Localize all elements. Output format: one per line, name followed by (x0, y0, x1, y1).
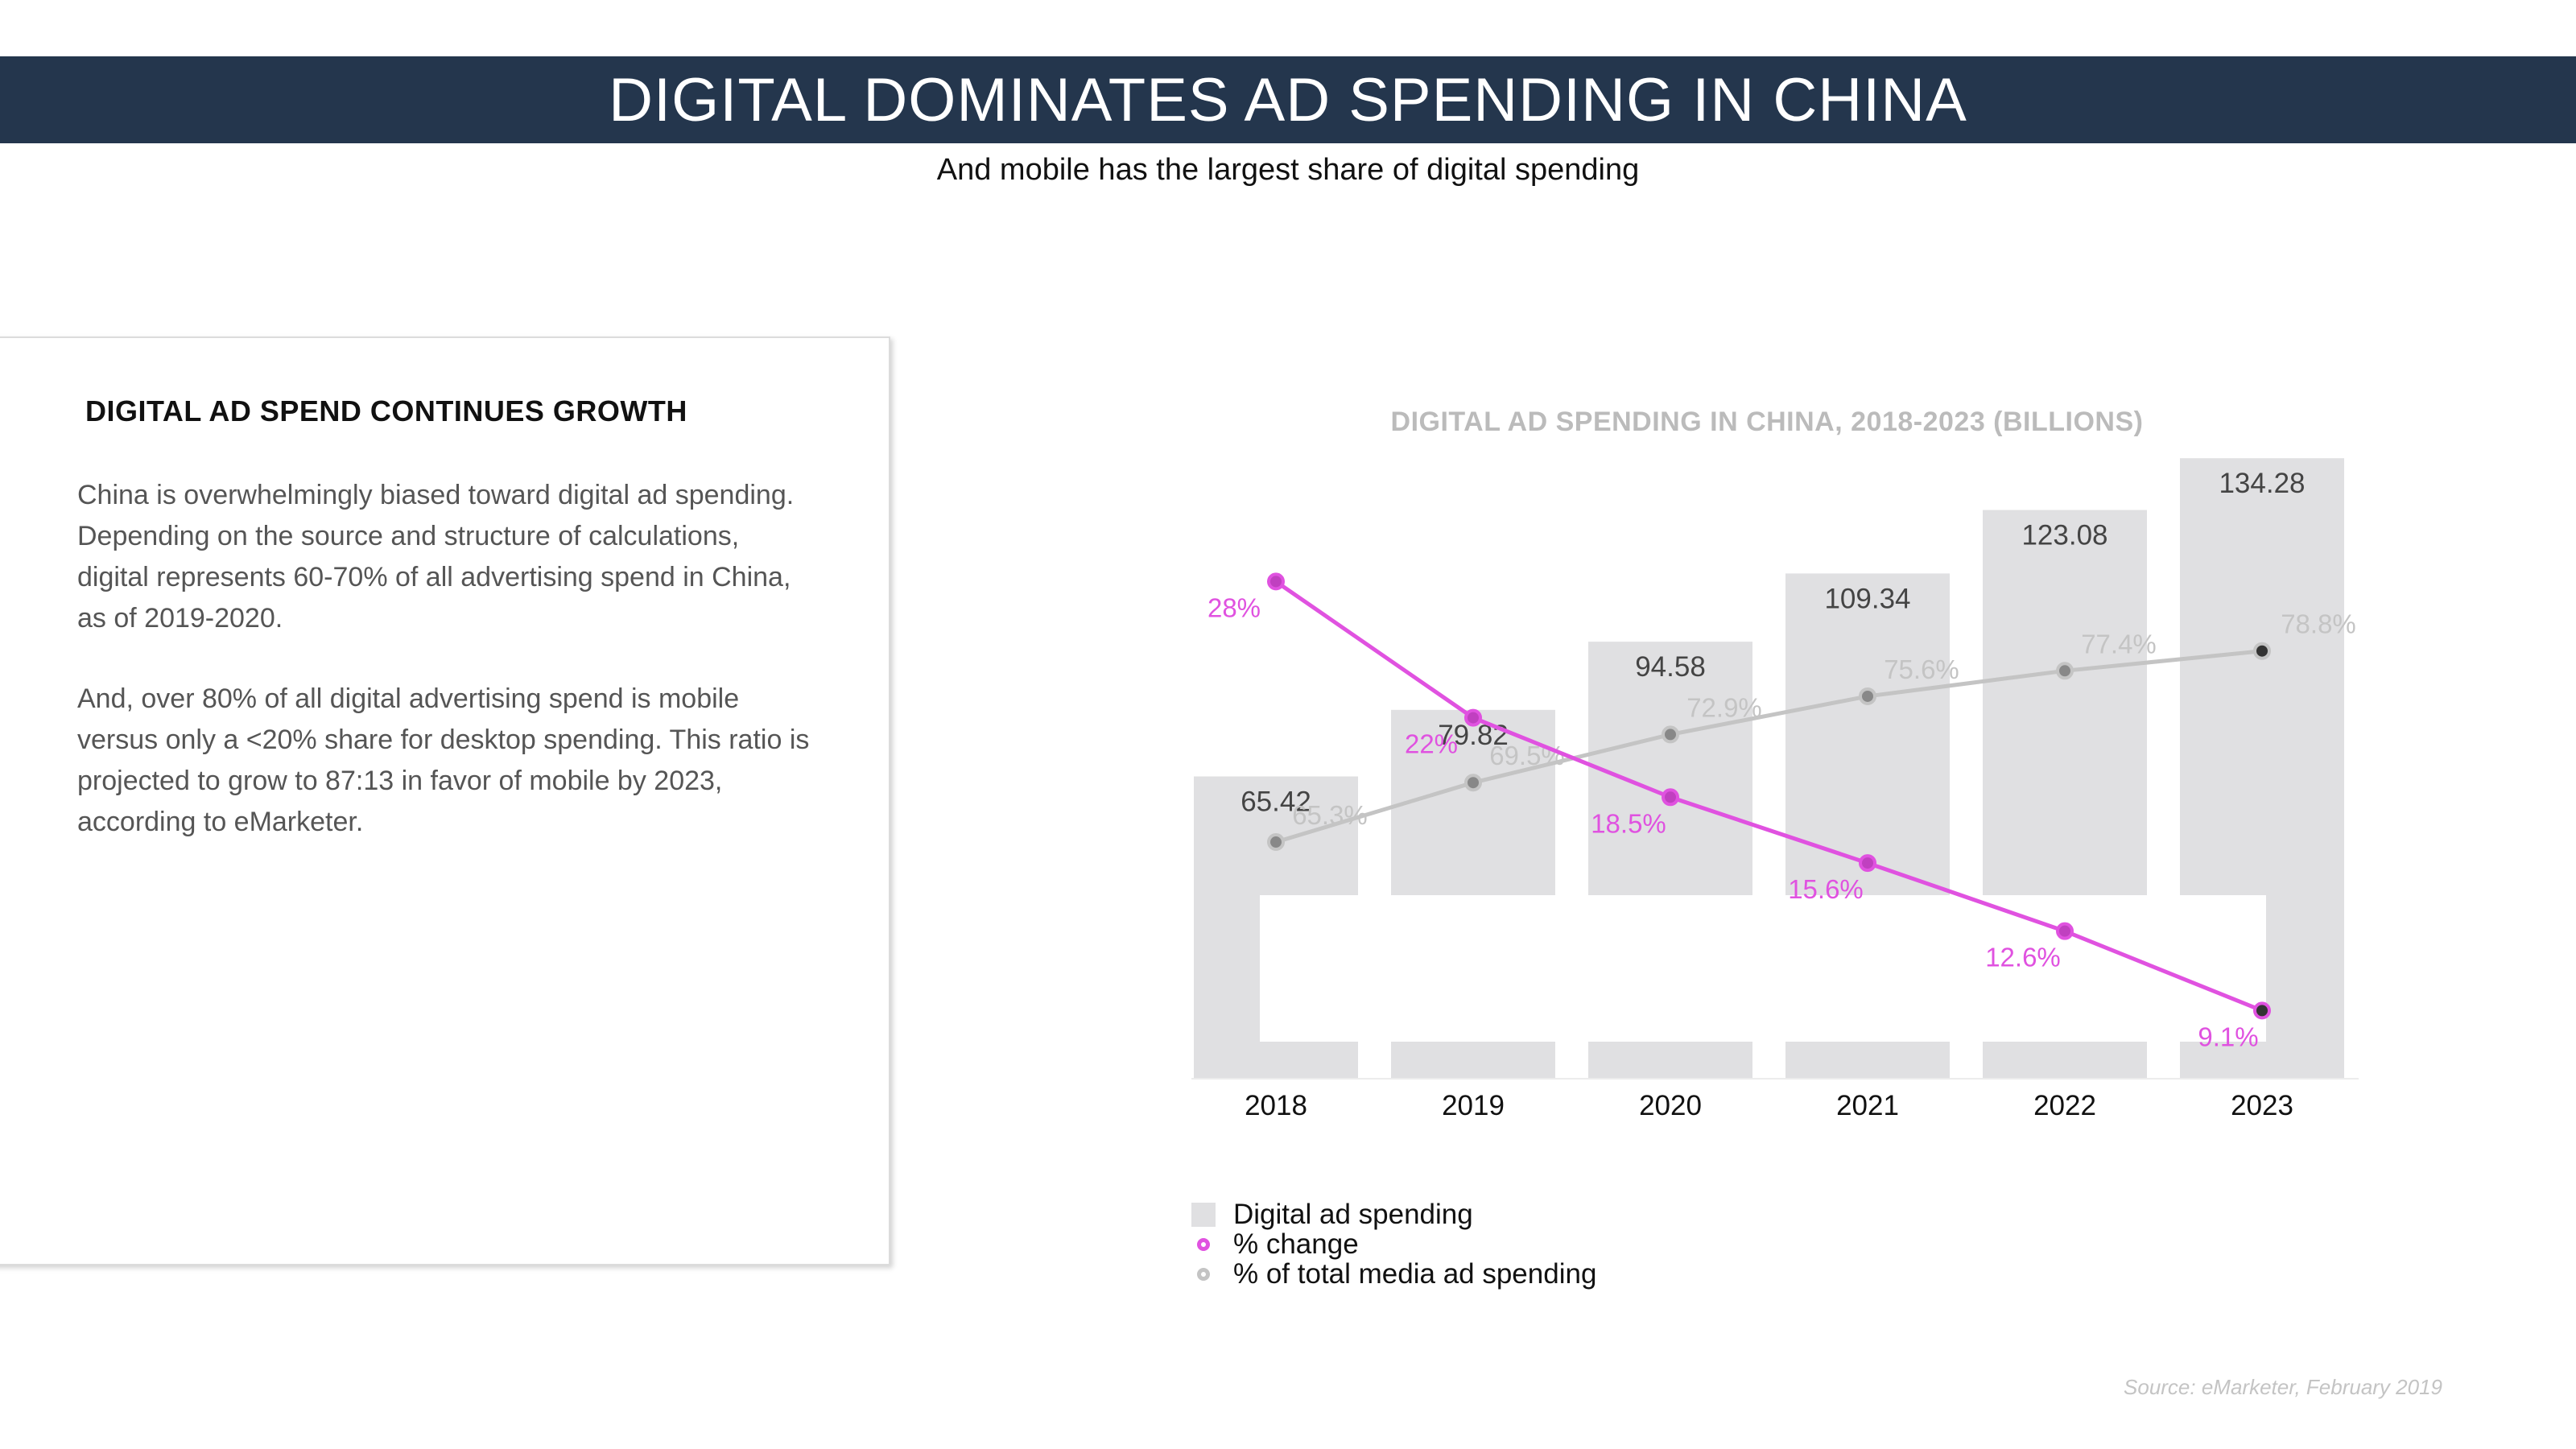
change-label-2022: 12.6% (1985, 943, 2061, 972)
legend-item-share: % of total media ad spending (1191, 1257, 1597, 1290)
pink-ring-icon (1197, 1237, 1210, 1251)
page-subtitle: And mobile has the largest share of digi… (936, 153, 1640, 187)
bar-swatch-icon (1191, 1202, 1216, 1227)
info-card (0, 336, 890, 1265)
change-label-2018: 28% (1208, 592, 1261, 622)
share-point-2022 (2056, 662, 2074, 680)
share-label-2022: 77.4% (2081, 629, 2157, 658)
change-point-2020 (1662, 788, 1679, 807)
share-point-2023 (2253, 642, 2271, 660)
share-point-2019 (1464, 774, 1482, 792)
gray-ring-icon (1197, 1267, 1210, 1281)
change-label-2023: 9.1% (2198, 1022, 2258, 1051)
change-line (1274, 580, 2263, 1013)
card-paragraph-1: China is overwhelmingly biased toward di… (77, 480, 795, 634)
change-label-2021: 15.6% (1788, 874, 1864, 904)
change-point-2021 (1859, 854, 1876, 873)
x-tick-2023: 2023 (2231, 1090, 2293, 1121)
bar-label-2021: 109.34 (1824, 583, 1910, 614)
change-label-2019: 22% (1405, 729, 1458, 759)
bar-label-2023: 134.28 (2219, 468, 2305, 499)
share-label-2019: 69.5% (1489, 741, 1565, 770)
x-tick-2021: 2021 (1836, 1090, 1899, 1121)
chart-title: DIGITAL AD SPENDING IN CHINA, 2018-2023 … (1390, 407, 2144, 437)
share-label-2023: 78.8% (2281, 609, 2356, 639)
x-tick-2022: 2022 (2033, 1090, 2096, 1121)
card-paragraph-2: And, over 80% of all digital advertising… (77, 683, 810, 837)
title-bar: DIGITAL DOMINATES AD SPENDING IN CHINA (0, 56, 2576, 143)
line-band (1260, 895, 2266, 1042)
share-point-2018 (1267, 833, 1285, 852)
change-point-2022 (2056, 922, 2074, 940)
change-point-2018 (1267, 572, 1285, 591)
x-tick-2019: 2019 (1442, 1090, 1505, 1121)
legend-label-bars: Digital ad spending (1233, 1198, 1473, 1230)
change-point-2019 (1464, 708, 1482, 727)
card-heading: DIGITAL AD SPEND CONTINUES GROWTH (85, 394, 687, 427)
share-label-2021: 75.6% (1884, 654, 1959, 684)
share-label-2020: 72.9% (1686, 692, 1762, 722)
x-tick-2020: 2020 (1639, 1090, 1702, 1121)
bar-label-2022: 123.08 (2021, 520, 2107, 551)
change-label-2020: 18.5% (1591, 808, 1666, 838)
legend-label-share: % of total media ad spending (1233, 1257, 1597, 1290)
legend-item-bars: Digital ad spending (1191, 1198, 1596, 1230)
x-tick-2018: 2018 (1245, 1090, 1307, 1121)
chart-legend: Digital ad spending % change % of total … (1191, 1198, 1597, 1290)
bar-label-2018: 65.42 (1241, 786, 1311, 817)
page-title: DIGITAL DOMINATES AD SPENDING IN CHINA (609, 65, 1967, 134)
bar-label-2020: 94.58 (1635, 651, 1706, 683)
share-line (1275, 649, 2263, 844)
source-note: Source: eMarketer, February 2019 (2124, 1375, 2442, 1399)
change-point-2023 (2253, 1001, 2271, 1020)
share-point-2021 (1859, 687, 1876, 705)
legend-item-change: % change (1191, 1228, 1596, 1260)
legend-label-change: % change (1233, 1228, 1359, 1260)
share-point-2020 (1662, 725, 1679, 744)
share-label-2018: 65.3% (1292, 800, 1368, 830)
